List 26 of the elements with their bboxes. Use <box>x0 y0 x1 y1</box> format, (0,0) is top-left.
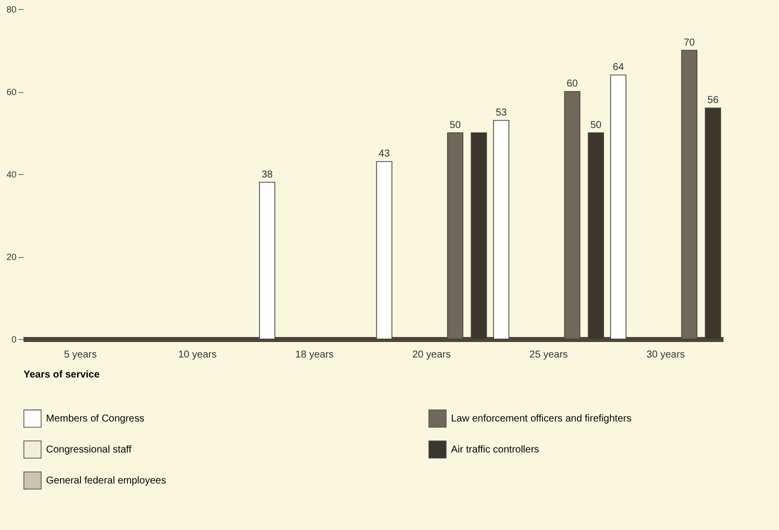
data-label: 53 <box>496 107 508 118</box>
y-tick-label: 0 <box>11 334 16 344</box>
x-tick-label: 10 years <box>178 350 217 360</box>
x-tick-label: 20 years <box>412 350 451 360</box>
legend-label: Congressional staff <box>46 444 132 456</box>
legend-label: General federal employees <box>46 476 166 486</box>
x-tick-label: 25 years <box>529 350 568 360</box>
y-tick-label: 20 <box>6 252 16 262</box>
data-label: 50 <box>450 120 462 131</box>
data-label: 56 <box>707 95 719 106</box>
x-tick-label: 30 years <box>646 350 685 360</box>
x-tick-label: 5 years <box>64 350 97 360</box>
legend-label: Law enforcement officers and firefighters <box>451 414 632 425</box>
data-label: 64 <box>612 62 624 73</box>
data-label: 60 <box>566 78 578 90</box>
data-label: 38 <box>262 169 274 180</box>
data-label: 70 <box>684 37 696 48</box>
data-label: 43 <box>378 148 390 160</box>
data-label: 50 <box>590 120 602 131</box>
y-tick-label: 60 <box>6 87 16 97</box>
x-tick-label: 18 years <box>295 350 334 360</box>
x-axis-title: Years of service <box>24 370 100 380</box>
legend-label: Air traffic controllers <box>451 444 540 456</box>
legend-label: Members of Congress <box>46 414 144 425</box>
y-tick-label: 40 <box>6 170 16 180</box>
y-tick-label: 80 <box>6 4 16 14</box>
